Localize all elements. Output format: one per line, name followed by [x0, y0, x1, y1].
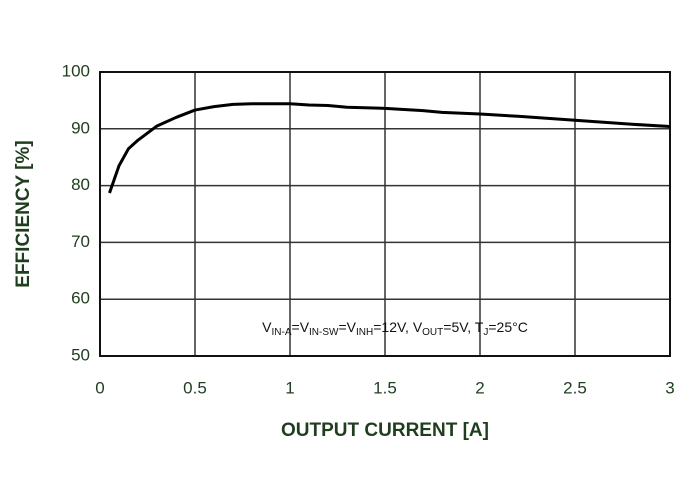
x-tick-label: 2 — [475, 378, 484, 397]
x-axis-title: OUTPUT CURRENT [A] — [281, 420, 489, 441]
annotation-part: =V — [292, 319, 310, 335]
annotation-part: =5V, T — [443, 319, 484, 335]
annotation-part: =V — [338, 319, 356, 335]
annotation-part: =25°C — [488, 319, 527, 335]
y-tick-label: 80 — [71, 175, 90, 194]
x-tick-label: 1 — [285, 378, 294, 397]
annotation-part: OUT — [422, 327, 443, 338]
annotation-part: =12V, V — [373, 319, 423, 335]
y-tick-label: 90 — [71, 118, 90, 137]
y-tick-label: 100 — [62, 61, 90, 80]
x-tick-label: 0 — [95, 378, 104, 397]
annotation-part: V — [262, 319, 272, 335]
y-axis-title: EFFICIENCY [%] — [13, 140, 34, 287]
annotation-part: J — [483, 327, 488, 338]
plot-frame — [99, 71, 671, 357]
annotation: VIN-A=VIN-SW=VINH=12V, VOUT=5V, TJ=25°C — [262, 319, 528, 338]
x-tick-label: 0.5 — [183, 378, 207, 397]
annotation-part: INH — [356, 327, 373, 338]
data-line — [108, 102, 671, 194]
y-tick-label: 70 — [71, 232, 90, 251]
annotation-part: IN-SW — [309, 327, 339, 338]
y-tick-label: 50 — [71, 345, 90, 364]
annotation-part: IN-A — [272, 327, 292, 338]
x-tick-label: 3 — [665, 378, 674, 397]
x-tick-label: 1.5 — [373, 378, 397, 397]
x-tick-label: 2.5 — [563, 378, 587, 397]
y-tick-label: 60 — [71, 289, 90, 308]
